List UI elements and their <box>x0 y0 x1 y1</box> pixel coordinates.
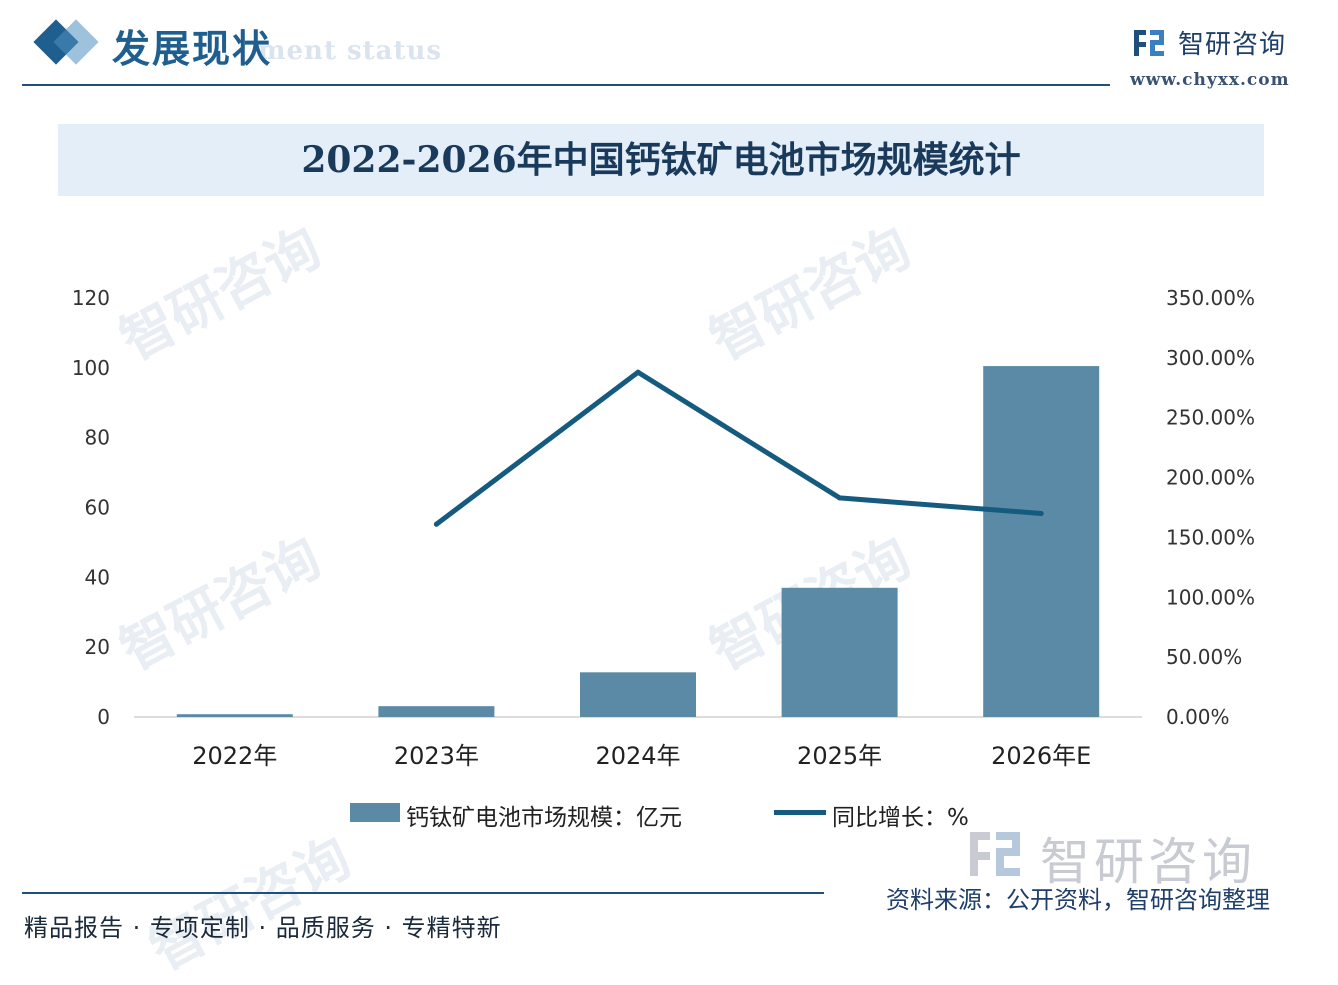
x-tick-label: 2026年E <box>991 742 1091 770</box>
footer-divider <box>22 892 824 894</box>
y-right-tick-label: 250.00% <box>1166 406 1255 430</box>
x-tick-label: 2024年 <box>595 742 680 770</box>
y-left-tick-label: 0 <box>97 705 110 729</box>
footer-slogan: 精品报告 · 专项定制 · 品质服务 · 专精特新 <box>24 914 502 942</box>
header-subtitle: ment status <box>258 36 443 66</box>
y-right-tick-label: 100.00% <box>1166 585 1255 609</box>
legend-label-bar: 钙钛矿电池市场规模：亿元 <box>406 805 682 831</box>
y-left-tick-label: 20 <box>85 635 110 659</box>
bar <box>983 366 1100 717</box>
chart-title-banner: 2022-2026年中国钙钛矿电池市场规模统计 <box>58 124 1264 196</box>
bar <box>378 706 495 717</box>
y-right-tick-label: 300.00% <box>1166 346 1255 370</box>
growth-point <box>635 369 641 375</box>
header-title: 发展现状 <box>112 26 273 71</box>
y-right-tick-label: 150.00% <box>1166 525 1255 549</box>
x-tick-label: 2023年 <box>394 742 479 770</box>
y-right-tick-label: 50.00% <box>1166 645 1242 669</box>
growth-point <box>1038 510 1044 516</box>
brand-url: www.chyxx.com <box>1130 70 1290 90</box>
legend-swatch-bar <box>350 803 400 822</box>
legend-swatch-line <box>774 810 826 815</box>
legend-label-line: 同比增长：% <box>832 805 969 831</box>
bar <box>176 714 293 717</box>
chart-title: 2022-2026年中国钙钛矿电池市场规模统计 <box>301 139 1021 181</box>
y-left-tick-label: 60 <box>85 496 110 520</box>
footer-source: 资料来源：公开资料，智研咨询整理 <box>886 886 1270 914</box>
x-tick-label: 2025年 <box>797 742 882 770</box>
y-right-tick-label: 350.00% <box>1166 286 1255 310</box>
y-left-tick-label: 120 <box>72 286 110 310</box>
x-tick-label: 2022年 <box>192 742 277 770</box>
y-left-tick-label: 40 <box>85 565 110 589</box>
header-divider <box>22 84 1110 86</box>
chart: 0 20 40 60 80 100 120 0.00% 50.00% 100.00% 150.00%… <box>72 286 1255 770</box>
growth-point <box>433 521 439 527</box>
footer-logo-icon <box>970 832 1020 876</box>
footer-logo-text: 智研咨询 <box>1040 833 1256 891</box>
growth-line <box>433 369 1044 527</box>
bar <box>580 672 696 717</box>
brand-name: 智研咨询 <box>1178 30 1287 60</box>
growth-point <box>837 495 843 501</box>
brand-logo-icon <box>1134 30 1164 56</box>
y-right-tick-label: 0.00% <box>1166 705 1230 729</box>
y-right-tick-label: 200.00% <box>1166 466 1255 490</box>
y-left-tick-label: 100 <box>72 356 110 380</box>
y-left-tick-label: 80 <box>85 426 110 450</box>
bar <box>781 587 898 717</box>
